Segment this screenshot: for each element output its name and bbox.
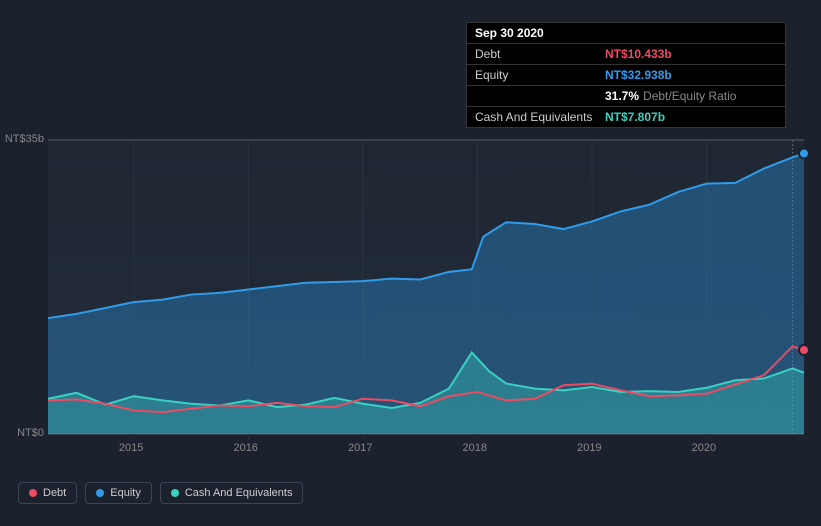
tooltip-row: 31.7%Debt/Equity Ratio — [467, 86, 785, 107]
tooltip-row-value: NT$7.807b — [605, 110, 665, 124]
x-tick-label: 2018 — [463, 442, 487, 454]
tooltip-row-label: Equity — [475, 68, 605, 82]
tooltip-row-value: NT$10.433b — [605, 47, 672, 61]
data-tooltip: Sep 30 2020 DebtNT$10.433bEquityNT$32.93… — [466, 22, 786, 128]
legend-label: Cash And Equivalents — [185, 487, 293, 499]
tooltip-date: Sep 30 2020 — [467, 23, 785, 44]
legend-label: Debt — [43, 487, 66, 499]
tooltip-row-label: Cash And Equivalents — [475, 110, 605, 124]
y-tick-label: NT$35b — [5, 133, 44, 145]
x-tick-label: 2019 — [577, 442, 601, 454]
legend-item-equity[interactable]: Equity — [85, 482, 152, 504]
x-tick-label: 2017 — [348, 442, 372, 454]
legend-dot-icon — [171, 489, 179, 497]
tooltip-row: DebtNT$10.433b — [467, 44, 785, 65]
tooltip-row-value: NT$32.938b — [605, 68, 672, 82]
y-tick-label: NT$0 — [17, 427, 44, 439]
tooltip-row-value: 31.7%Debt/Equity Ratio — [605, 89, 736, 103]
legend-item-debt[interactable]: Debt — [18, 482, 77, 504]
legend-dot-icon — [96, 489, 104, 497]
legend-label: Equity — [110, 487, 141, 499]
legend-dot-icon — [29, 489, 37, 497]
x-tick-label: 2015 — [119, 442, 143, 454]
tooltip-row: EquityNT$32.938b — [467, 65, 785, 86]
x-tick-label: 2020 — [692, 442, 716, 454]
legend-item-cash[interactable]: Cash And Equivalents — [160, 482, 304, 504]
x-tick-label: 2016 — [233, 442, 257, 454]
marker-debt — [799, 345, 809, 355]
legend: Debt Equity Cash And Equivalents — [18, 482, 303, 504]
tooltip-row-label — [475, 89, 605, 103]
tooltip-row-label: Debt — [475, 47, 605, 61]
marker-equity — [799, 148, 809, 158]
tooltip-row: Cash And EquivalentsNT$7.807b — [467, 107, 785, 127]
financial-chart: NT$0 NT$35b 2015 2016 2017 2018 2019 2020 Sep … — [0, 0, 821, 526]
